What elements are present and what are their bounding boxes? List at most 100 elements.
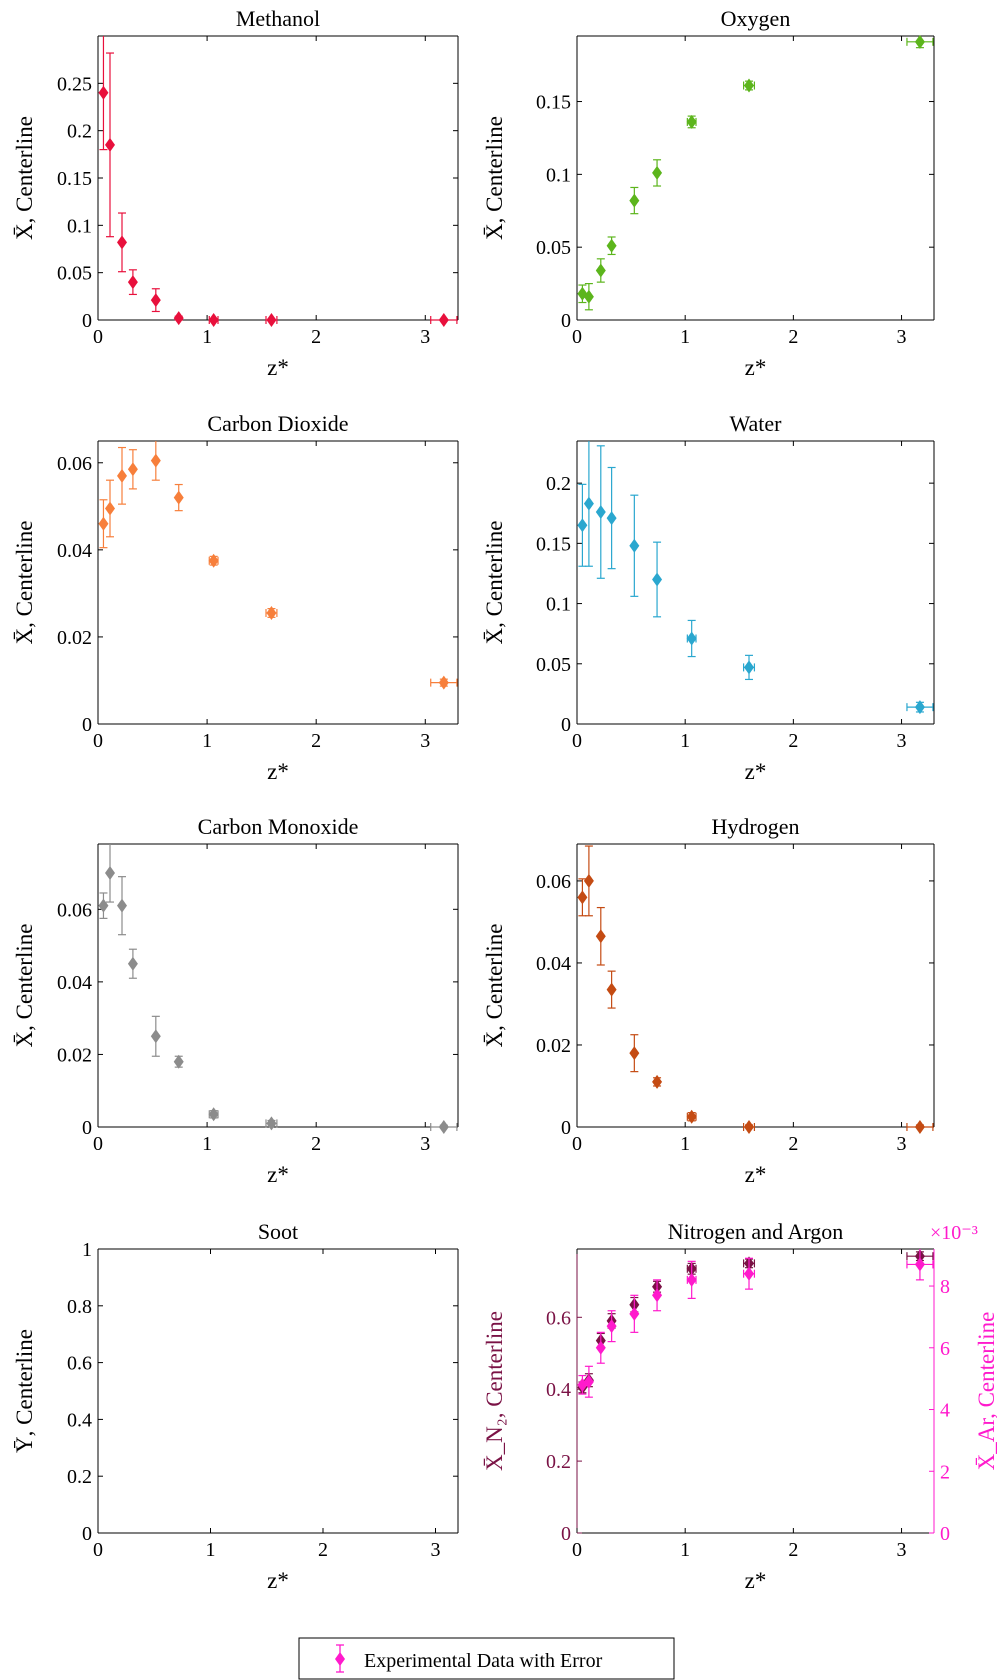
- data-marker: [629, 193, 640, 208]
- x-tick-label: 1: [680, 730, 690, 752]
- data-marker: [105, 866, 115, 881]
- data-point: [173, 1054, 184, 1069]
- data-marker: [629, 1046, 640, 1061]
- data-point: [105, 52, 115, 238]
- data-marker: [266, 313, 277, 327]
- panel-soot: Soot 0 1 2 3 0 0.2 0.4 0.6 0.8 1 z* Ȳ, Centerline: [12, 1219, 459, 1593]
- legend-label: Experimental Data with Error: [364, 1650, 603, 1672]
- data-point: [595, 258, 606, 283]
- legend: Experimental Data with Error: [298, 1637, 675, 1680]
- data-point: [127, 948, 138, 979]
- x-tick-label: 0: [93, 1539, 103, 1561]
- data-point: [629, 1294, 640, 1333]
- data-point: [629, 186, 640, 215]
- data-point: [430, 675, 458, 690]
- x-tick-label: 1: [202, 1133, 212, 1155]
- y-tick-label: 0.4: [546, 1379, 571, 1401]
- y-axis-label: X̄, Centerline: [12, 924, 37, 1048]
- data-marker: [150, 453, 161, 468]
- x-tick-label: 3: [420, 1133, 430, 1155]
- y-tick-label: 0.1: [546, 164, 571, 186]
- data-point: [652, 541, 663, 618]
- data-marker: [127, 462, 138, 477]
- y-tick-label: 0.02: [57, 1044, 92, 1066]
- x-tick-label: 2: [788, 326, 798, 348]
- x-axis-label: z*: [267, 1162, 289, 1187]
- data-point: [595, 1331, 606, 1364]
- data-point: [173, 311, 184, 326]
- data-point: [127, 449, 138, 490]
- y-tick-label: 0.04: [57, 972, 92, 994]
- data-point: [742, 654, 756, 681]
- x-axis-label: z*: [267, 759, 289, 784]
- y-axis-label: X̄, Centerline: [12, 116, 37, 240]
- data-point: [742, 1120, 756, 1134]
- data-marker: [914, 700, 925, 715]
- data-marker: [98, 85, 109, 100]
- data-point: [595, 906, 606, 966]
- data-point: [629, 494, 640, 597]
- chart-title: Carbon Monoxide: [198, 814, 359, 839]
- y-tick-label: 0.15: [57, 168, 92, 190]
- panel-oxygen: Oxygen 0 1 2 3 0 0.05 0.1 0.15 z* X̄, Centerline: [482, 6, 935, 380]
- data-point: [150, 288, 161, 313]
- y-tick-label: 0: [82, 1523, 92, 1545]
- panel-nitrogen-and-argon: Nitrogen and Argon 0 1 2 3 0 0.2 0.4 0.6 0 2 4 6 8 ×10…: [482, 1219, 997, 1593]
- data-point: [583, 845, 594, 917]
- data-marker: [117, 898, 127, 913]
- data-marker: [606, 238, 617, 253]
- x-tick-label: 3: [897, 730, 907, 752]
- y-tick-label: 0.15: [536, 533, 571, 555]
- y-tick-label: 0: [561, 714, 571, 736]
- chart-title: Hydrogen: [712, 814, 800, 839]
- y2-exponent: ×10⁻³: [930, 1222, 978, 1244]
- y-tick-label: 0.6: [546, 1307, 571, 1329]
- data-marker: [744, 78, 755, 93]
- data-marker: [438, 675, 449, 690]
- data-marker: [652, 165, 663, 180]
- data-marker: [606, 511, 617, 526]
- data-marker: [208, 1107, 219, 1122]
- x-axis-label: z*: [745, 355, 767, 380]
- y-tick-label: 0.05: [536, 237, 571, 259]
- data-point: [583, 441, 594, 567]
- y-tick-label: 0.8: [67, 1296, 92, 1318]
- y-axis-label: X̄, Centerline: [482, 116, 507, 240]
- x-tick-label: 2: [788, 1539, 798, 1561]
- x-tick-label: 3: [897, 1539, 907, 1561]
- y-tick-label: 0.05: [57, 263, 92, 285]
- data-point: [105, 844, 115, 903]
- y-tick-label: 0.2: [67, 1466, 92, 1488]
- data-marker: [914, 1120, 925, 1134]
- data-point: [265, 1116, 278, 1131]
- data-marker: [583, 289, 594, 304]
- x-tick-label: 2: [311, 326, 321, 348]
- data-point: [906, 700, 934, 715]
- data-point: [430, 1120, 458, 1134]
- data-point: [117, 876, 127, 936]
- data-marker: [266, 1116, 277, 1131]
- data-point: [583, 1365, 594, 1398]
- y-tick-label: 0: [82, 714, 92, 736]
- data-point: [652, 1074, 663, 1089]
- data-marker: [98, 516, 109, 531]
- x-tick-label: 3: [420, 730, 430, 752]
- data-point: [127, 269, 138, 296]
- y2-tick-label: 4: [940, 1400, 950, 1422]
- x-tick-label: 0: [93, 1133, 103, 1155]
- data-marker: [208, 553, 219, 568]
- data-point: [742, 1257, 756, 1290]
- data-marker: [127, 275, 138, 290]
- data-point: [265, 313, 278, 327]
- y-tick-label: 0: [561, 1523, 571, 1545]
- y2-axis-label: X̄_Ar, Centerline: [974, 1312, 997, 1471]
- data-point: [686, 114, 697, 129]
- data-marker: [117, 235, 127, 250]
- data-point: [652, 159, 663, 187]
- y-tick-label: 0.06: [536, 871, 571, 893]
- x-tick-label: 0: [572, 1539, 582, 1561]
- data-marker: [652, 1288, 663, 1303]
- y-tick-label: 0.1: [546, 594, 571, 616]
- data-point: [117, 212, 127, 273]
- legend-box: [298, 1637, 675, 1680]
